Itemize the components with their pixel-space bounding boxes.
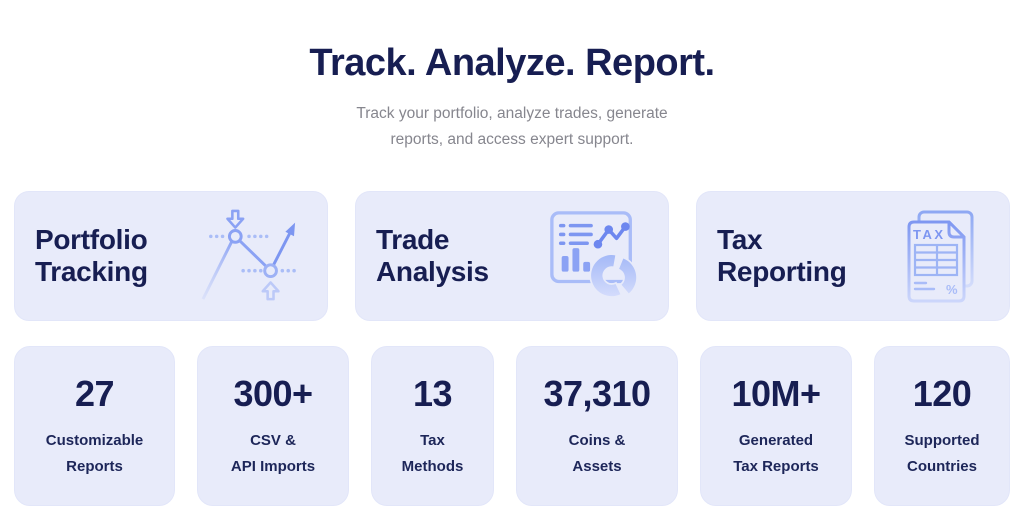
stat-label-line1: Tax	[420, 432, 445, 450]
stat-label-line1: CSV &	[250, 432, 296, 450]
tax-reporting-icon: TAX %	[907, 210, 974, 303]
stat-value: 120	[912, 373, 972, 415]
feature-card-row: Portfolio Tracking	[14, 191, 1010, 321]
stat-label: Tax Methods	[402, 428, 464, 478]
stat-value: 13	[412, 373, 453, 415]
stat-value: 27	[74, 373, 115, 415]
feature-card-title: Tax Reporting	[717, 224, 847, 289]
stat-label-line1: Customizable	[45, 432, 144, 450]
stat-label-line2: Methods	[401, 457, 464, 475]
feature-title-line1: Trade	[376, 223, 450, 255]
stat-value: 10M+	[731, 373, 821, 415]
stat-label: Generated Tax Reports	[733, 428, 819, 478]
stat-value: 300+	[233, 373, 313, 415]
svg-text:%: %	[946, 282, 958, 297]
feature-card-portfolio-tracking: Portfolio Tracking	[14, 191, 328, 321]
stat-card-coins-assets: 37,310 Coins & Assets	[516, 346, 678, 506]
feature-card-tax-reporting: Tax Reporting TAX	[696, 191, 1010, 321]
feature-title-line2: Analysis	[376, 256, 489, 287]
stat-card-customizable-reports: 27 Customizable Reports	[14, 346, 175, 506]
feature-title-line2: Reporting	[717, 256, 847, 287]
page-title: Track. Analyze. Report.	[309, 42, 715, 84]
portfolio-tracking-icon	[201, 209, 296, 301]
stat-label-line1: Coins &	[568, 432, 626, 450]
stat-label: CSV & API Imports	[231, 428, 315, 478]
stat-label: Supported Countries	[905, 428, 980, 478]
stat-label: Customizable Reports	[46, 428, 144, 478]
stat-label-line2: API Imports	[230, 457, 316, 475]
stat-label-line2: Countries	[906, 457, 977, 475]
stat-label-line2: Tax Reports	[733, 457, 819, 475]
feature-title-line2: Tracking	[35, 256, 148, 287]
feature-card-title: Portfolio Tracking	[35, 224, 148, 289]
stat-value: 37,310	[543, 373, 651, 415]
stat-label-line2: Assets	[572, 457, 622, 475]
svg-text:TAX: TAX	[913, 227, 946, 242]
feature-title-line1: Tax	[717, 223, 763, 255]
stat-card-supported-countries: 120 Supported Countries	[874, 346, 1010, 506]
feature-card-title: Trade Analysis	[376, 224, 489, 289]
stat-label-line2: Reports	[66, 457, 123, 475]
stat-card-row: 27 Customizable Reports 300+ CSV & API I…	[14, 346, 1010, 506]
feature-card-trade-analysis: Trade Analysis	[355, 191, 669, 321]
stat-card-generated-tax-reports: 10M+ Generated Tax Reports	[700, 346, 852, 506]
stat-card-tax-methods: 13 Tax Methods	[371, 346, 494, 506]
stat-card-csv-api-imports: 300+ CSV & API Imports	[197, 346, 349, 506]
page-subtitle-line2: reports, and access expert support.	[390, 131, 634, 149]
page-subtitle: Track your portfolio, analyze trades, ge…	[14, 101, 1010, 154]
page-subtitle-line1: Track your portfolio, analyze trades, ge…	[356, 104, 668, 122]
stat-label-line1: Generated	[738, 432, 814, 450]
trade-analysis-icon	[550, 211, 638, 298]
landing-section: Track. Analyze. Report. Track your portf…	[14, 42, 1010, 506]
stat-label-line1: Supported	[904, 432, 980, 450]
feature-title-line1: Portfolio	[35, 223, 148, 255]
stat-label: Coins & Assets	[569, 428, 626, 478]
